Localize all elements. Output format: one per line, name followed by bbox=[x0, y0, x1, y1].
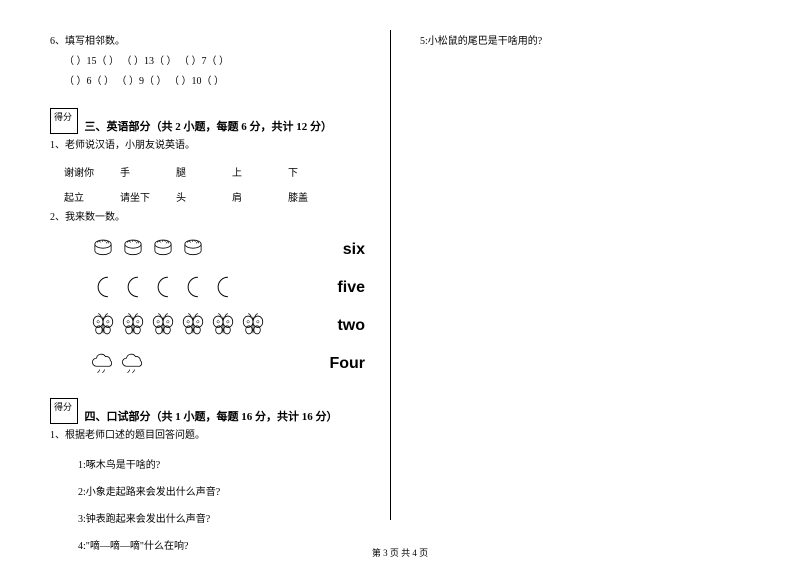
butterfly-icon bbox=[120, 312, 146, 341]
score-box-3: 得分 bbox=[50, 108, 78, 134]
word-1-4: 下 bbox=[288, 164, 318, 179]
cake-icon bbox=[120, 236, 146, 265]
word-1-2: 腿 bbox=[176, 164, 206, 179]
moon-icon bbox=[150, 274, 176, 303]
s4-sub-0: 1:啄木鸟是干啥的? bbox=[78, 456, 375, 471]
cloud-icon bbox=[120, 350, 146, 379]
s4-sub-2: 3:钟表跑起来会发出什么声音? bbox=[78, 510, 375, 525]
word-row-2: 起立 请坐下 头 肩 膝盖 bbox=[64, 189, 375, 204]
q6-title: 6、填写相邻数。 bbox=[50, 34, 375, 50]
counting-area: six five two Four bbox=[90, 234, 375, 380]
q6-row1: （ ）15（ ） （ ）13（ ） （ ）7（ ） bbox=[50, 54, 375, 70]
score-label-3: 得分 bbox=[54, 110, 72, 123]
page-footer: 第 3 页 共 4 页 bbox=[0, 546, 800, 559]
word-2-1: 请坐下 bbox=[120, 189, 150, 204]
moon-icon bbox=[180, 274, 206, 303]
word-1-0: 谢谢你 bbox=[64, 164, 94, 179]
count-row-0: six bbox=[90, 234, 375, 266]
eng-label-2: two bbox=[337, 317, 375, 335]
butterfly-icon bbox=[90, 312, 116, 341]
s3-q1: 1、老师说汉语，小朋友说英语。 bbox=[50, 138, 375, 154]
word-row-1: 谢谢你 手 腿 上 下 bbox=[64, 164, 375, 179]
count-row-3: Four bbox=[90, 348, 375, 380]
section3-title: 三、英语部分（共 2 小题，每题 6 分，共计 12 分） bbox=[85, 118, 333, 134]
butterfly-icon bbox=[150, 312, 176, 341]
count-row-1: five bbox=[90, 272, 375, 304]
score-box-4: 得分 bbox=[50, 398, 78, 424]
icons-cake bbox=[90, 236, 206, 265]
right-column: 5:小松鼠的尾巴是干啥用的? bbox=[390, 30, 750, 520]
butterfly-icon bbox=[180, 312, 206, 341]
cake-icon bbox=[150, 236, 176, 265]
page-container: 6、填写相邻数。 （ ）15（ ） （ ）13（ ） （ ）7（ ） （ ）6（… bbox=[0, 0, 800, 540]
word-2-2: 头 bbox=[176, 189, 206, 204]
right-q5: 5:小松鼠的尾巴是干啥用的? bbox=[406, 34, 750, 50]
moon-icon bbox=[120, 274, 146, 303]
section4-title: 四、口试部分（共 1 小题，每题 16 分，共计 16 分） bbox=[85, 408, 338, 424]
cloud-icon bbox=[90, 350, 116, 379]
eng-label-0: six bbox=[343, 241, 375, 259]
icons-cloud bbox=[90, 350, 146, 379]
left-column: 6、填写相邻数。 （ ）15（ ） （ ）13（ ） （ ）7（ ） （ ）6（… bbox=[50, 30, 390, 520]
word-2-3: 肩 bbox=[232, 189, 262, 204]
eng-label-1: five bbox=[337, 279, 375, 297]
score-label-4: 得分 bbox=[54, 400, 72, 413]
butterfly-icon bbox=[210, 312, 236, 341]
word-2-4: 膝盖 bbox=[288, 189, 318, 204]
eng-label-3: Four bbox=[329, 355, 375, 373]
moon-icon bbox=[210, 274, 236, 303]
s3-q2: 2、我来数一数。 bbox=[50, 210, 375, 226]
icons-moon bbox=[90, 274, 236, 303]
section3-header: 得分 三、英语部分（共 2 小题，每题 6 分，共计 12 分） bbox=[50, 108, 375, 134]
q6-row2: （ ）6（ ） （ ）9（ ） （ ）10（ ） bbox=[50, 74, 375, 90]
s4-sub-1: 2:小象走起路来会发出什么声音? bbox=[78, 483, 375, 498]
cake-icon bbox=[90, 236, 116, 265]
icons-butterfly bbox=[90, 312, 266, 341]
word-2-0: 起立 bbox=[64, 189, 94, 204]
cake-icon bbox=[180, 236, 206, 265]
word-1-1: 手 bbox=[120, 164, 150, 179]
s4-q1: 1、根据老师口述的题目回答问题。 bbox=[50, 428, 375, 444]
butterfly-icon bbox=[240, 312, 266, 341]
moon-icon bbox=[90, 274, 116, 303]
section4-header: 得分 四、口试部分（共 1 小题，每题 16 分，共计 16 分） bbox=[50, 398, 375, 424]
word-1-3: 上 bbox=[232, 164, 262, 179]
count-row-2: two bbox=[90, 310, 375, 342]
